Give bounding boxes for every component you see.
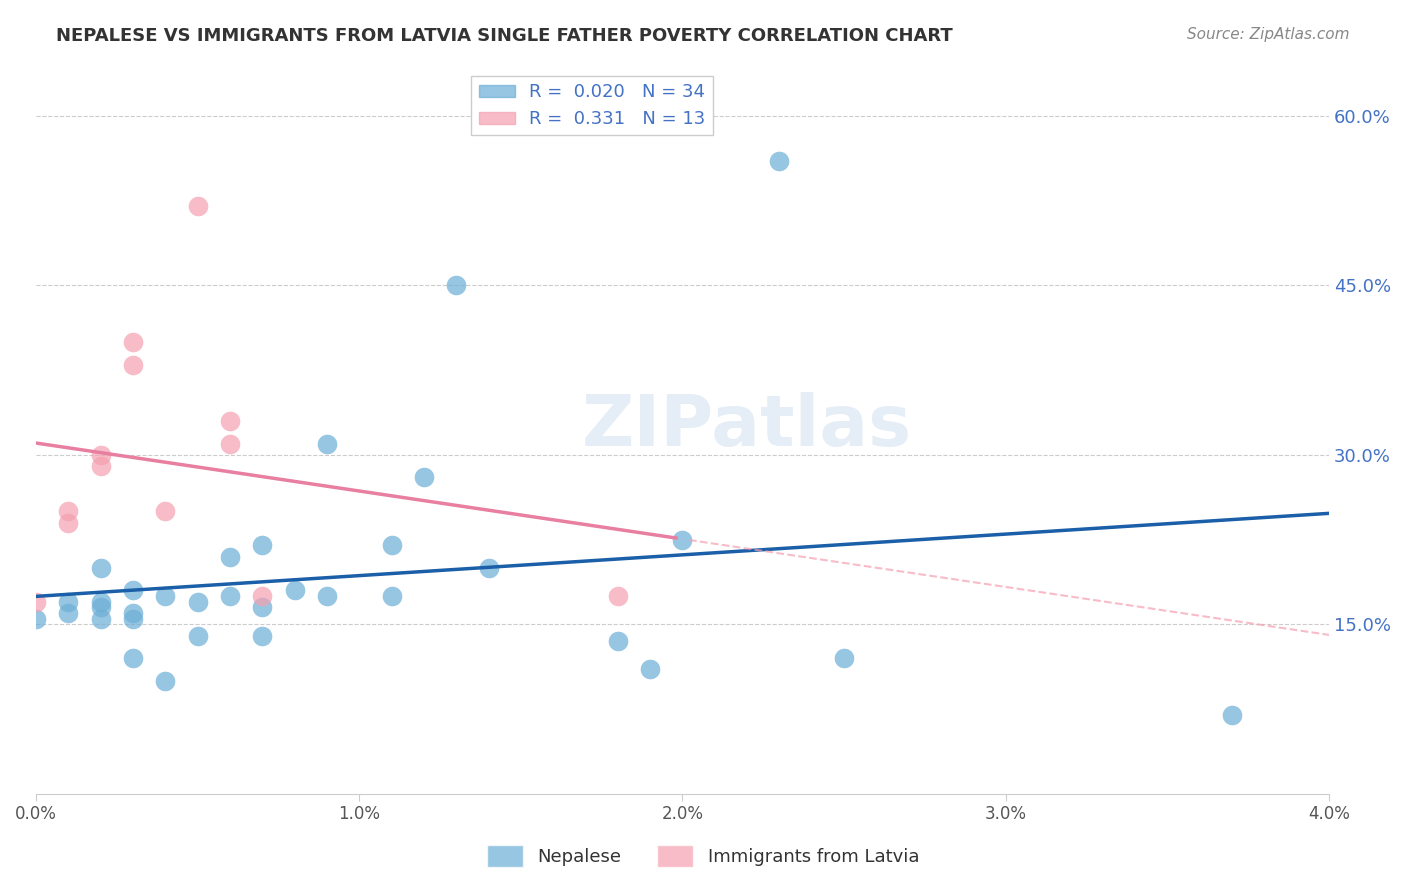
Point — [90, 448, 112, 462]
Point — [283, 583, 305, 598]
Point — [58, 606, 80, 620]
Point — [252, 589, 274, 603]
Point — [252, 538, 274, 552]
Point — [219, 436, 242, 450]
Legend: Nepalese, Immigrants from Latvia: Nepalese, Immigrants from Latvia — [479, 838, 927, 874]
Point — [90, 612, 112, 626]
Point — [315, 436, 337, 450]
Point — [25, 612, 48, 626]
Point — [768, 154, 790, 169]
Point — [58, 595, 80, 609]
Point — [155, 673, 177, 688]
Point — [444, 278, 467, 293]
Point — [606, 634, 628, 648]
Point — [122, 358, 145, 372]
Point — [90, 600, 112, 615]
Point — [90, 459, 112, 474]
Point — [1220, 707, 1243, 722]
Point — [252, 629, 274, 643]
Point — [412, 470, 434, 484]
Point — [122, 612, 145, 626]
Point — [58, 504, 80, 518]
Point — [380, 589, 402, 603]
Point — [219, 589, 242, 603]
Point — [155, 589, 177, 603]
Text: ZIPatlas: ZIPatlas — [582, 392, 912, 461]
Point — [187, 595, 209, 609]
Point — [252, 600, 274, 615]
Point — [122, 606, 145, 620]
Point — [380, 538, 402, 552]
Legend: R =  0.020   N = 34, R =  0.331   N = 13: R = 0.020 N = 34, R = 0.331 N = 13 — [471, 76, 713, 136]
Point — [832, 651, 855, 665]
Point — [606, 589, 628, 603]
Point — [122, 583, 145, 598]
Point — [638, 663, 661, 677]
Point — [671, 533, 693, 547]
Point — [219, 549, 242, 564]
Point — [90, 561, 112, 575]
Point — [122, 334, 145, 349]
Point — [187, 199, 209, 213]
Point — [25, 595, 48, 609]
Point — [315, 589, 337, 603]
Point — [90, 595, 112, 609]
Point — [187, 629, 209, 643]
Point — [58, 516, 80, 530]
Text: NEPALESE VS IMMIGRANTS FROM LATVIA SINGLE FATHER POVERTY CORRELATION CHART: NEPALESE VS IMMIGRANTS FROM LATVIA SINGL… — [56, 27, 953, 45]
Point — [155, 504, 177, 518]
Point — [122, 651, 145, 665]
Point — [219, 414, 242, 428]
Point — [477, 561, 499, 575]
Text: Source: ZipAtlas.com: Source: ZipAtlas.com — [1187, 27, 1350, 42]
